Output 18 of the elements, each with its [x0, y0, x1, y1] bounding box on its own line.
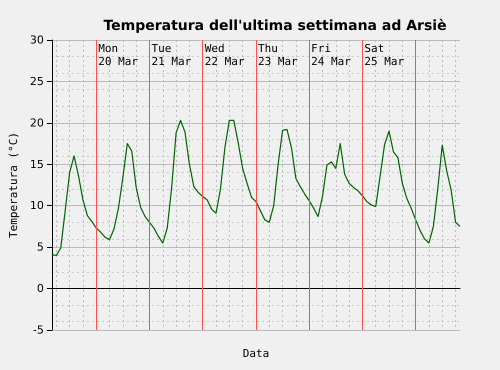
annotation: Mon 20 Mar	[98, 42, 138, 68]
y-tick-label: 0	[36, 282, 44, 296]
y-tick-label: -5	[32, 324, 44, 336]
y-tick-label: 25	[30, 74, 44, 88]
annotation: Fri 24 Mar	[311, 42, 352, 68]
y-axis-title: Temperatura (°C)	[7, 132, 20, 238]
annotation: Tue 21 Mar	[151, 42, 192, 68]
line-series	[51, 120, 461, 256]
x-axis-title: Data	[242, 347, 270, 360]
annotation: Thu 23 Mar	[258, 42, 298, 68]
annotation: Sat 25 Mar	[364, 42, 405, 68]
chart-title: Temperatura dell'ultima settimana ad Arsiè	[103, 18, 447, 34]
y-tick-label: 20	[30, 116, 44, 130]
annotation: Wed 22 Mar	[204, 42, 245, 68]
y-tick-label: 15	[30, 158, 44, 171]
y-tick-label: 30	[30, 34, 44, 46]
y-tick-label: 10	[30, 199, 44, 212]
y-tick-label: 5	[36, 240, 44, 254]
